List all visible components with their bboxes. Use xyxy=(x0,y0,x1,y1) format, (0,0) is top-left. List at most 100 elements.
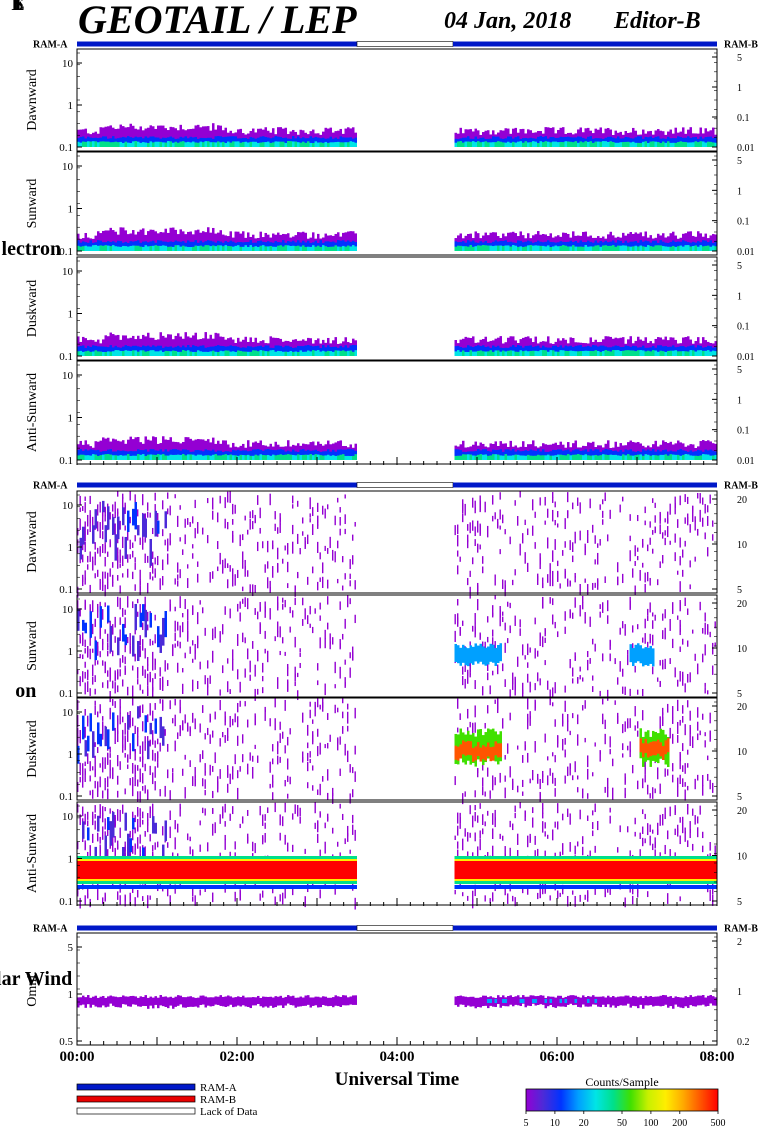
left-tick-label: 0.1 xyxy=(59,896,73,908)
panel-ion-dawnward: 10 1 0.1 20 10 5 Dawnward xyxy=(25,490,747,599)
right-tick-label: 0.1 xyxy=(737,217,750,228)
group-electron: RAM-A RAM-BElectron1010.1510.10.01Dawnwar… xyxy=(2,0,759,467)
left-tick-label: 10 xyxy=(62,58,74,70)
right-tick-label: 5 xyxy=(737,897,742,908)
colorbar-tick-label: 10 xyxy=(550,1118,560,1128)
right-tick-label: 20 xyxy=(737,495,747,506)
colorbar-tick-label: 200 xyxy=(672,1118,687,1128)
right-tick-label: 0.01 xyxy=(737,143,755,154)
left-tick-label: 10 xyxy=(62,161,74,173)
panel-spectrogram xyxy=(77,995,717,1009)
right-tick-label: 1 xyxy=(737,291,742,302)
right-tick-label: 0.01 xyxy=(737,456,755,467)
ram-bar-segment xyxy=(453,41,717,47)
colorbar-title: Counts/Sample xyxy=(585,1075,658,1089)
right-tick-label: 0.2 xyxy=(737,1037,750,1048)
legend-swatch xyxy=(76,1083,196,1091)
legend-label: Lack of Data xyxy=(200,1106,258,1118)
panel-spectrogram xyxy=(77,436,717,460)
ram-left-label: RAM-A xyxy=(33,924,68,935)
left-tick-label: 1 xyxy=(68,542,74,554)
right-tick-label: 20 xyxy=(737,599,747,610)
left-tick-label: 5 xyxy=(68,942,74,954)
x-tick-label: 02:00 xyxy=(220,1049,255,1065)
ram-right-label: RAM-B xyxy=(724,924,758,935)
ram-left-label: RAM-A xyxy=(33,481,68,492)
legend-swatch xyxy=(76,1107,196,1115)
panel-ion-sunward: 10 1 0.1 20 10 5 Sunward xyxy=(25,594,747,703)
left-tick-label: 1 xyxy=(68,749,74,761)
panel-electron-duskward: 10 1 0.1 5 1 0.1 0.01 Duskward xyxy=(25,256,755,363)
group-x-ticks xyxy=(76,1037,718,1045)
panel-label: Anti-Sunward xyxy=(25,814,40,893)
left-tick-label: 0.1 xyxy=(59,688,73,700)
x-tick-label: 00:00 xyxy=(60,1049,95,1065)
ram-bar-gap xyxy=(356,41,454,47)
left-tick-label: 0.1 xyxy=(59,246,73,258)
left-tick-label: 0.1 xyxy=(59,351,73,363)
ram-bar-segment xyxy=(77,41,357,47)
panel-label: Anti-Sunward xyxy=(25,373,40,452)
panels-layer: RAM-A RAM-BElectron1010.1510.10.01Dawnwar… xyxy=(0,0,758,1048)
x-axis-label: Universal Time xyxy=(335,1069,459,1090)
left-tick-label: 0.1 xyxy=(59,142,73,154)
right-tick-label: 10 xyxy=(737,852,747,863)
colorbar-tick-label: 100 xyxy=(643,1118,658,1128)
right-tick-label: 2 xyxy=(737,937,742,948)
panel-frame xyxy=(76,932,718,1046)
right-tick-label: 5 xyxy=(737,689,742,700)
right-tick-label: 10 xyxy=(737,747,747,758)
right-tick-label: 10 xyxy=(737,644,747,655)
left-tick-label: 10 xyxy=(62,707,74,719)
left-tick-label: 10 xyxy=(62,811,74,823)
left-tick-label: 0.5 xyxy=(59,1036,73,1048)
panel-electron-dawnward: 10 1 0.1 5 1 0.1 0.01 Dawnward xyxy=(25,48,755,154)
panel-label: Sunward xyxy=(25,621,40,671)
ram-bar-segment xyxy=(453,482,717,488)
panel-label: Dawnward xyxy=(25,511,40,572)
panel-ion-duskward: 10 1 0.1 20 10 5 Duskward xyxy=(25,697,747,805)
x-tick-label: 08:00 xyxy=(700,1049,735,1065)
right-tick-label: 5 xyxy=(737,53,742,64)
left-tick-label: 10 xyxy=(62,266,74,278)
ram-bar-segment xyxy=(77,482,357,488)
left-tick-label: 1 xyxy=(68,854,74,866)
right-tick-label: 0.1 xyxy=(737,426,750,437)
panel-frame xyxy=(76,697,718,801)
right-tick-label: 20 xyxy=(737,702,747,713)
left-tick-label: 10 xyxy=(62,500,74,512)
right-tick-label: 0.01 xyxy=(737,352,755,363)
right-tick-label: 0.01 xyxy=(737,247,755,258)
left-tick-label: 1 xyxy=(68,989,74,1001)
panel-frame xyxy=(76,490,718,594)
right-tick-label: 1 xyxy=(737,186,742,197)
right-tick-label: 1 xyxy=(737,987,742,998)
panel-spectrogram xyxy=(77,227,717,251)
x-tick-label: 04:00 xyxy=(380,1049,415,1065)
panel-label: Duskward xyxy=(25,280,40,338)
ram-bar-segment xyxy=(77,925,357,931)
right-tick-label: 0.1 xyxy=(737,322,750,333)
left-tick-label: 0.1 xyxy=(59,455,73,467)
group-x-ticks xyxy=(76,457,718,465)
right-tick-label: 5 xyxy=(737,585,742,596)
colorbar-tick-label: 5 xyxy=(524,1118,529,1128)
panel-spectrogram xyxy=(77,802,717,910)
group-x-ticks xyxy=(76,898,718,906)
colorbar-tick-label: 20 xyxy=(579,1118,589,1128)
panel-electron-anti-sunward: 10 1 0.1 5 1 0.1 0.01 Anti-Sunward xyxy=(25,360,755,467)
colorbar-gradient xyxy=(525,1088,719,1112)
left-tick-label: 1 xyxy=(68,309,74,321)
panel-ion-anti-sunward: 10 1 0.1 20 10 5 Anti-Sunward xyxy=(25,801,747,910)
left-tick-label: 1 xyxy=(68,413,74,425)
legend-label: RAM-B xyxy=(200,1094,236,1106)
left-tick-label: 1 xyxy=(68,204,74,216)
left-tick-label: 1 xyxy=(68,646,74,658)
legend-label: RAM-A xyxy=(200,1082,237,1094)
ram-bar-gap xyxy=(356,925,454,931)
right-tick-label: 5 xyxy=(737,261,742,272)
left-tick-label: 1 xyxy=(68,100,74,112)
ram-right-label: RAM-B xyxy=(724,40,758,51)
right-tick-label: 1 xyxy=(737,83,742,94)
